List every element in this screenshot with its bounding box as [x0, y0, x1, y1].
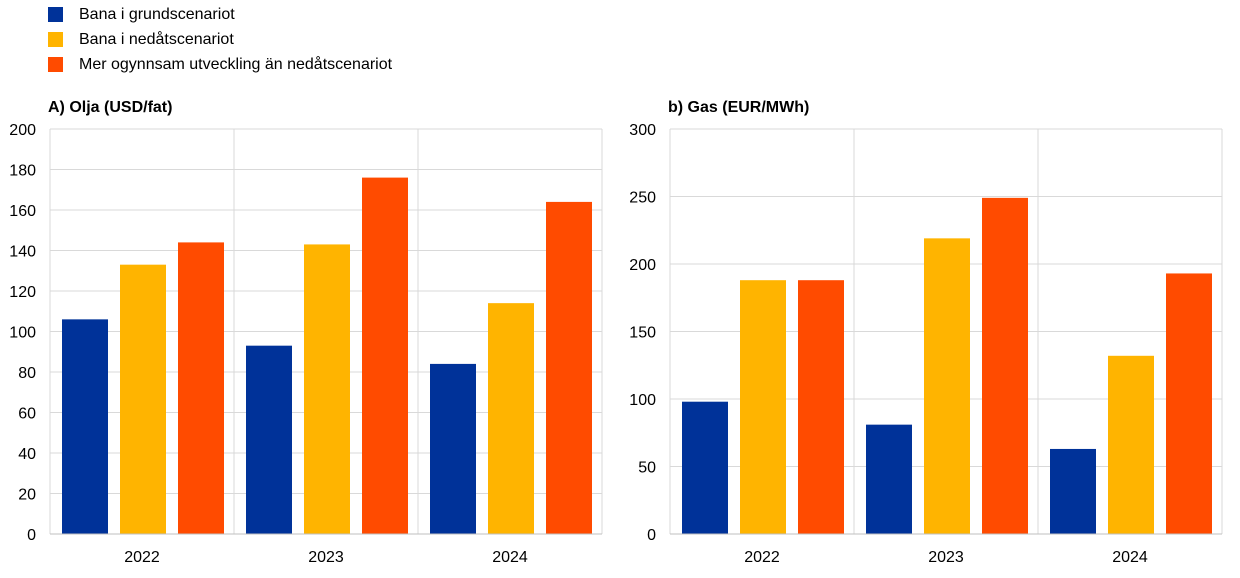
- y-tick-label: 100: [9, 325, 36, 342]
- x-tick-label: 2024: [492, 549, 528, 566]
- bar: [798, 280, 844, 534]
- y-tick-label: 160: [9, 203, 36, 220]
- bar: [304, 244, 350, 535]
- y-tick-label: 60: [18, 406, 36, 423]
- legend-swatch: [48, 7, 63, 22]
- bar: [1050, 448, 1096, 534]
- legend-label: Bana i grundscenariot: [79, 5, 235, 23]
- y-tick-label: 140: [9, 244, 36, 261]
- y-tick-label: 50: [638, 460, 656, 477]
- y-tick-label: 0: [647, 527, 656, 544]
- x-tick-label: 2022: [124, 549, 160, 566]
- y-tick-label: 250: [629, 190, 656, 207]
- y-tick-label: 20: [18, 487, 36, 504]
- chart-title: A) Olja (USD/fat): [48, 99, 172, 116]
- y-tick-label: 200: [9, 122, 36, 139]
- x-tick-label: 2023: [928, 549, 964, 566]
- bar: [546, 201, 592, 534]
- bar: [1108, 355, 1154, 534]
- x-tick-label: 2024: [1112, 549, 1148, 566]
- legend-swatch: [48, 32, 63, 47]
- bar: [488, 303, 534, 534]
- bar: [246, 345, 292, 534]
- legend-swatch: [48, 57, 63, 72]
- legend-item: Mer ogynnsam utveckling än nedåtscenario…: [48, 52, 392, 77]
- bar: [178, 242, 224, 534]
- bar: [362, 177, 408, 534]
- x-tick-label: 2023: [308, 549, 344, 566]
- legend-label: Bana i nedåtscenariot: [79, 30, 234, 48]
- bar: [740, 280, 786, 534]
- legend-label: Mer ogynnsam utveckling än nedåtscenario…: [79, 55, 393, 73]
- x-tick-label: 2022: [744, 549, 780, 566]
- y-tick-label: 300: [629, 122, 656, 139]
- y-tick-label: 0: [27, 527, 36, 544]
- y-tick-label: 150: [629, 325, 656, 342]
- legend-item: Bana i grundscenariot: [48, 2, 392, 27]
- bar: [924, 238, 970, 534]
- bar: [120, 264, 166, 534]
- y-tick-label: 180: [9, 163, 36, 180]
- y-tick-label: 200: [629, 257, 656, 274]
- y-tick-label: 120: [9, 284, 36, 301]
- chart-title: b) Gas (EUR/MWh): [668, 99, 809, 116]
- y-tick-label: 40: [18, 446, 36, 463]
- bar: [1166, 273, 1212, 534]
- bar: [430, 363, 476, 534]
- bar: [982, 197, 1028, 534]
- legend: Bana i grundscenariot Bana i nedåtscenar…: [48, 2, 392, 77]
- bar: [682, 401, 728, 534]
- bar: [62, 319, 108, 534]
- legend-item: Bana i nedåtscenariot: [48, 27, 392, 52]
- bar: [866, 424, 912, 534]
- y-tick-label: 100: [629, 392, 656, 409]
- y-tick-label: 80: [18, 365, 36, 382]
